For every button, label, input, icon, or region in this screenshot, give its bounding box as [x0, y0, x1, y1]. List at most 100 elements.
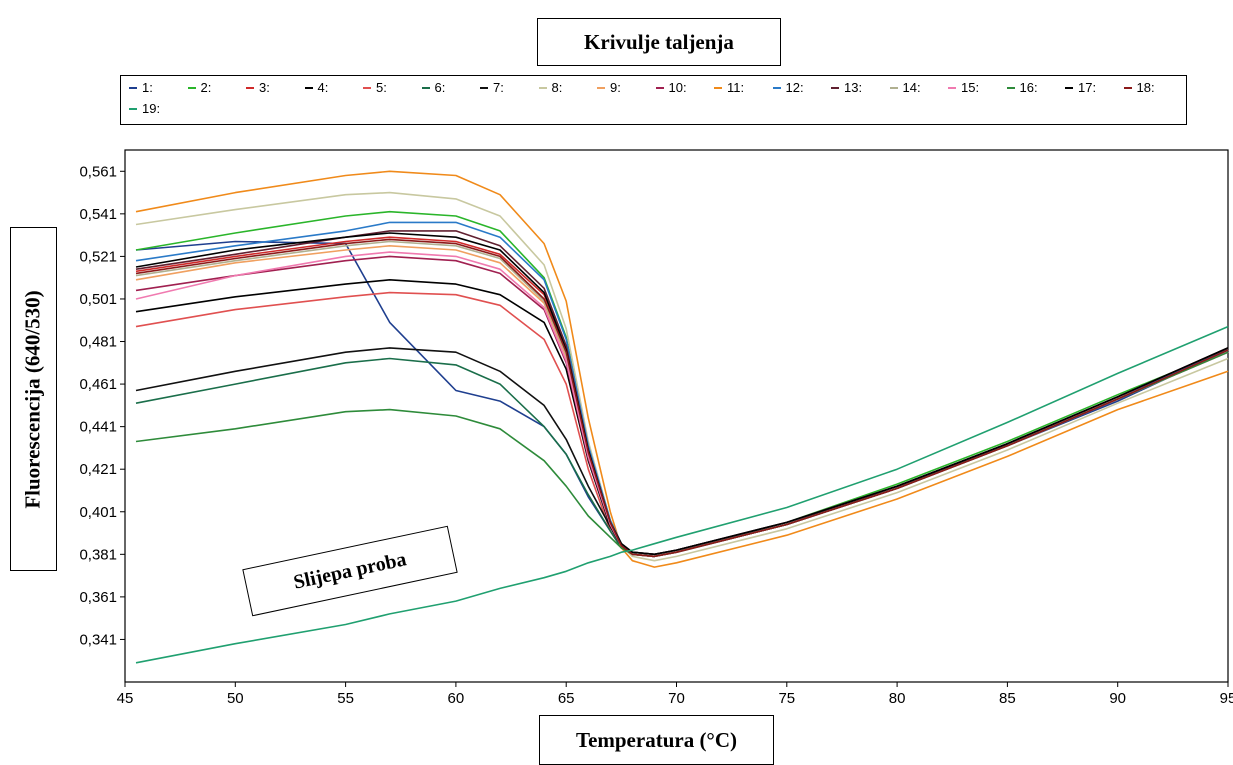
legend-label: 2:: [200, 80, 212, 95]
legend-item: 16:: [1006, 80, 1038, 95]
legend-label: 10:: [668, 80, 687, 95]
legend-swatch: [772, 86, 781, 89]
legend-swatch: [655, 86, 664, 89]
x-tick-label: 45: [117, 690, 134, 707]
legend-label: 1:: [142, 80, 153, 95]
legend-label: 19:: [142, 101, 161, 116]
legend-swatch: [129, 107, 137, 110]
legend-item: 1:: [129, 80, 153, 95]
x-tick-label: 70: [668, 690, 685, 707]
legend-swatch: [187, 86, 196, 89]
legend-swatch: [421, 86, 430, 89]
x-tick-label: 85: [999, 690, 1016, 707]
legend-label: 11:: [727, 80, 745, 95]
legend-label: 13:: [844, 80, 863, 95]
legend-swatch: [246, 86, 254, 89]
legend-label: 9:: [610, 80, 621, 95]
legend-item: 10:: [655, 80, 687, 95]
legend-swatch: [304, 86, 313, 89]
legend-item: 8:: [538, 80, 563, 95]
y-tick-label: 0,561: [79, 163, 117, 180]
legend-item: 9:: [597, 80, 621, 95]
legend-label: 3:: [259, 80, 270, 95]
legend-label: 18:: [1136, 80, 1155, 95]
chart-title: Krivulje taljenja: [537, 18, 781, 66]
legend-swatch: [948, 86, 956, 89]
legend-swatch: [714, 86, 722, 89]
legend-swatch: [480, 86, 488, 89]
legend-item: 15:: [948, 80, 979, 95]
series-line-13: [135, 230, 1229, 556]
x-tick-label: 60: [448, 690, 465, 707]
series-line-5: [135, 291, 1229, 558]
y-tick-label: 0,461: [79, 376, 117, 393]
series-line-18: [135, 238, 1229, 558]
y-tick-label: 0,401: [79, 504, 117, 521]
legend-label: 6:: [434, 80, 446, 95]
legend-item: 12:: [772, 80, 804, 95]
y-axis-title-text: Fluorescencija (640/530): [21, 289, 46, 509]
legend-swatch: [1006, 86, 1015, 89]
y-tick-label: 0,361: [79, 589, 117, 606]
legend-item: 17:: [1065, 80, 1096, 95]
legend-swatch: [1123, 86, 1132, 89]
series-line-2: [135, 210, 1229, 556]
legend-swatch: [1065, 86, 1073, 89]
legend-item: 14:: [889, 80, 921, 95]
legend-item: 19:: [129, 101, 160, 116]
x-tick-label: 80: [889, 690, 906, 707]
x-tick-label: 75: [778, 690, 795, 707]
series-line-12: [135, 221, 1229, 556]
x-tick-label: 50: [227, 690, 244, 707]
legend-label: 4:: [317, 80, 329, 95]
x-tick-label: 65: [558, 690, 575, 707]
legend-swatch: [831, 86, 839, 89]
series-line-15: [135, 251, 1229, 558]
y-tick-label: 0,341: [79, 631, 117, 648]
legend-swatch: [597, 86, 605, 89]
legend-swatch: [129, 86, 137, 89]
x-tick-label: 55: [337, 690, 354, 707]
y-tick-label: 0,381: [79, 546, 117, 563]
y-tick-label: 0,541: [79, 206, 117, 223]
x-tick-label: 95: [1220, 690, 1233, 707]
legend-label: 15:: [961, 80, 980, 95]
series-line-7: [135, 347, 1229, 558]
legend-item: 4:: [304, 80, 329, 95]
y-tick-label: 0,501: [79, 291, 117, 308]
legend-label: 5:: [376, 80, 387, 95]
legend-item: 6:: [421, 80, 446, 95]
legend-swatch: [889, 86, 898, 89]
legend-label: 14:: [902, 80, 921, 95]
series-line-17: [135, 232, 1229, 556]
x-axis-title: Temperatura (°C): [539, 715, 774, 765]
legend-swatch: [538, 86, 547, 89]
series-line-6: [135, 351, 1229, 558]
legend-item: 5:: [363, 80, 387, 95]
legend-item: 7:: [480, 80, 504, 95]
series-line-9: [135, 245, 1229, 558]
series-line-19: [135, 325, 1229, 664]
legend-item: 2:: [187, 80, 212, 95]
legend-label: 12:: [785, 80, 804, 95]
y-tick-label: 0,441: [79, 419, 117, 436]
legend-label: 17:: [1078, 80, 1097, 95]
chart-legend: 1: 2: 3: 4: 5: 6: 7: 8: 9: 10: 11: 12: 13: 14: 15: 16: 1…: [120, 75, 1187, 125]
y-tick-label: 0,421: [79, 461, 117, 478]
legend-item: 13:: [831, 80, 862, 95]
legend-label: 8:: [551, 80, 563, 95]
legend-item: 3:: [246, 80, 270, 95]
series-line-11: [135, 170, 1229, 568]
legend-label: 7:: [493, 80, 504, 95]
y-tick-label: 0,521: [79, 248, 117, 265]
legend-swatch: [363, 86, 371, 89]
y-axis-title: Fluorescencija (640/530): [10, 227, 57, 571]
series-line-16: [135, 351, 1229, 558]
legend-label: 16:: [1019, 80, 1038, 95]
series-line-3: [135, 236, 1229, 556]
y-tick-label: 0,481: [79, 334, 117, 351]
legend-item: 18:: [1123, 80, 1155, 95]
legend-item: 11:: [714, 80, 744, 95]
x-tick-label: 90: [1109, 690, 1126, 707]
